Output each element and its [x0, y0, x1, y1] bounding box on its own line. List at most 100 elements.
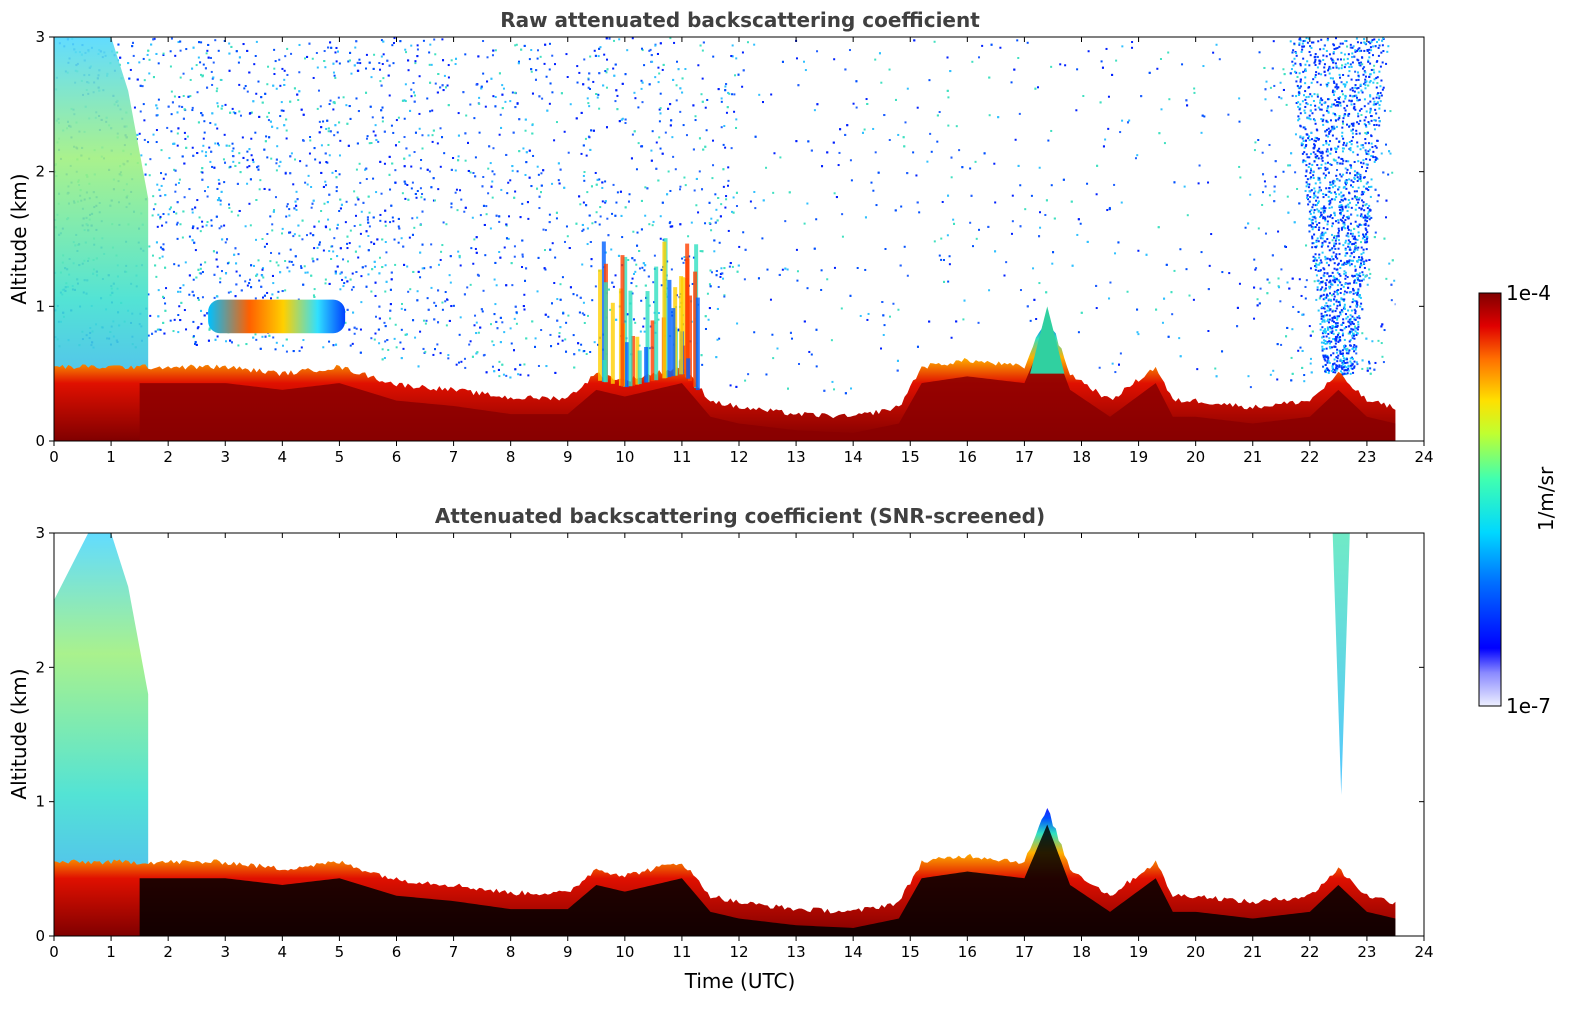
noise-point: [339, 198, 342, 201]
noise-point: [1358, 315, 1361, 318]
noise-point: [902, 136, 905, 139]
noise-column-point: [1365, 238, 1368, 241]
noise-point: [216, 335, 219, 338]
noise-column-point: [1361, 190, 1364, 193]
noise-point: [346, 235, 349, 238]
noise-point: [713, 239, 716, 242]
noise-column-point: [1317, 106, 1320, 109]
noise-point: [469, 171, 472, 174]
noise-point: [225, 340, 228, 343]
noise-point: [448, 274, 451, 277]
noise-column-point: [1351, 95, 1354, 98]
noise-point: [484, 105, 487, 108]
noise-point: [1271, 254, 1274, 257]
noise-point: [590, 258, 593, 261]
noise-point: [514, 106, 517, 109]
noise-point: [1355, 352, 1358, 355]
noise-point: [640, 199, 643, 202]
noise-point: [786, 387, 789, 390]
noise-point: [360, 301, 363, 304]
noise-column-point: [1335, 101, 1338, 104]
noise-point: [270, 157, 273, 160]
noise-point: [795, 140, 798, 143]
noise-point: [640, 79, 643, 82]
noise-point: [1047, 139, 1050, 142]
noise-point: [667, 107, 670, 110]
noise-point: [358, 162, 361, 165]
noise-point: [210, 70, 213, 73]
noise-column-point: [1316, 223, 1319, 226]
noise-point: [416, 190, 419, 193]
noise-point: [549, 248, 552, 251]
noise-point: [306, 271, 309, 274]
noise-column-point: [1332, 59, 1335, 62]
noise-point: [1300, 294, 1303, 297]
noise-point: [504, 100, 507, 103]
noise-column-point: [1342, 173, 1345, 176]
noise-point: [359, 62, 362, 65]
noise-point: [474, 175, 477, 178]
noise-point: [298, 349, 301, 352]
noise-column-point: [1344, 248, 1347, 251]
noise-column-point: [1309, 212, 1312, 215]
noise-point: [781, 60, 784, 63]
noise-point: [589, 148, 592, 151]
noise-point: [383, 130, 386, 133]
noise-column-point: [1313, 93, 1316, 96]
noise-column-point: [1322, 207, 1325, 210]
noise-column-point: [1360, 279, 1363, 282]
noise-column-point: [1358, 63, 1361, 66]
noise-point: [474, 314, 477, 317]
noise-point: [635, 285, 638, 288]
noise-point: [1167, 51, 1170, 54]
noise-column-point: [1352, 328, 1355, 331]
noise-point: [336, 227, 339, 230]
noise-point: [368, 225, 371, 228]
noise-point: [299, 160, 302, 163]
noise-point: [605, 71, 608, 74]
noise-point: [528, 58, 531, 61]
noise-point: [694, 115, 697, 118]
noise-point: [494, 303, 497, 306]
noise-point: [521, 239, 524, 242]
noise-point: [640, 299, 643, 302]
noise-point: [1207, 330, 1210, 333]
noise-point: [218, 227, 221, 230]
noise-point: [349, 229, 352, 232]
noise-point: [669, 124, 672, 127]
noise-point: [335, 190, 338, 193]
noise-point: [274, 348, 277, 351]
noise-point: [275, 162, 278, 165]
noise-point: [611, 212, 614, 215]
noise-column-point: [1337, 118, 1340, 121]
noise-point: [522, 147, 525, 150]
noise-point: [328, 154, 331, 157]
noise-point: [178, 178, 181, 181]
noise-point: [1356, 248, 1359, 251]
noise-column-point: [1338, 229, 1341, 232]
noise-point: [131, 41, 134, 44]
noise-point: [401, 192, 404, 195]
noise-point: [1289, 72, 1292, 75]
noise-point: [597, 55, 600, 58]
noise-point: [1303, 374, 1306, 377]
noise-point: [158, 257, 161, 260]
noise-point: [963, 299, 966, 302]
noise-point: [194, 206, 197, 209]
noise-point: [241, 136, 244, 139]
noise-point: [1299, 346, 1302, 349]
noise-point: [679, 188, 682, 191]
noise-point: [271, 274, 274, 277]
noise-point: [797, 84, 800, 87]
noise-point: [332, 62, 335, 65]
noise-point: [463, 210, 466, 213]
noise-column-point: [1334, 193, 1337, 196]
noise-column-point: [1360, 256, 1363, 259]
noise-point: [612, 285, 615, 288]
noise-point: [701, 363, 704, 366]
noise-point: [224, 241, 227, 244]
noise-point: [179, 319, 182, 322]
noise-point: [1364, 149, 1367, 152]
noise-point: [866, 318, 869, 321]
noise-column-point: [1369, 62, 1372, 65]
